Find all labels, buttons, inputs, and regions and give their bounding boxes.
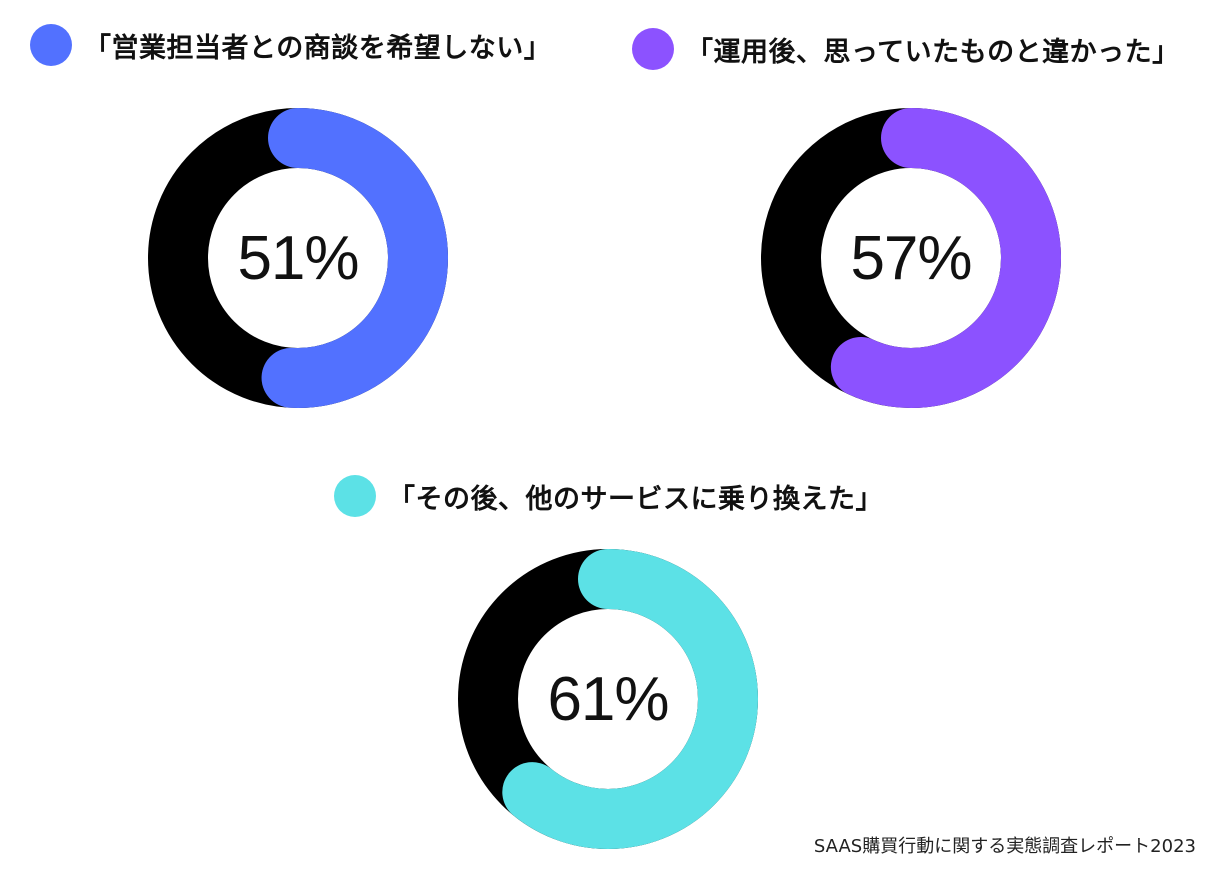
donut-value-segment bbox=[148, 108, 448, 408]
legend-marker-purple bbox=[632, 28, 674, 70]
donut-svg bbox=[148, 108, 448, 408]
legend-label: 「営業担当者との商談を希望しない」 bbox=[84, 32, 552, 64]
donut-center-value: 61% bbox=[547, 664, 669, 734]
donut-value-segment bbox=[761, 108, 1061, 408]
donut-chart-no-sales-meeting: 51% bbox=[148, 108, 448, 408]
donut-center-value: 51% bbox=[237, 223, 359, 293]
legend-label: 「その後、他のサービスに乗り換えた」 bbox=[388, 483, 883, 515]
donut-svg bbox=[761, 108, 1061, 408]
donut-chart-different-than-expected: 57% bbox=[761, 108, 1061, 408]
legend-label: 「運用後、思っていたものと違かった」 bbox=[686, 36, 1180, 68]
donut-center-value: 57% bbox=[850, 223, 972, 293]
legend-item-switched-service: 「その後、他のサービスに乗り換えた」 bbox=[334, 474, 883, 518]
donut-svg bbox=[458, 549, 758, 849]
legend-item-different-than-expected: 「運用後、思っていたものと違かった」 bbox=[632, 27, 1180, 71]
source-credit: SAAS購買行動に関する実態調査レポート2023 bbox=[813, 836, 1196, 857]
legend-marker-cyan bbox=[334, 475, 376, 517]
donut-chart-switched-service: 61% bbox=[458, 549, 758, 849]
legend-marker-blue bbox=[30, 24, 72, 66]
donut-value-segment bbox=[458, 549, 758, 849]
legend-item-no-sales-meeting: 「営業担当者との商談を希望しない」 bbox=[30, 23, 551, 67]
